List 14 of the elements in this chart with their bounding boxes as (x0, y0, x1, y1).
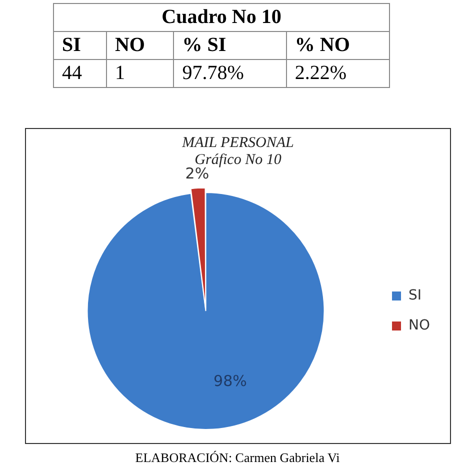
text: % SI (174, 32, 286, 60)
text: % NO (286, 32, 390, 60)
legend-label: NO (408, 318, 430, 334)
text: 97.78% (174, 60, 286, 88)
text: SI (54, 32, 106, 60)
data-label: 98% (214, 372, 247, 390)
text: ELABORACIÓN: Carmen Gabriela Vi (134, 450, 341, 466)
text: Cuadro No 10 (54, 4, 390, 32)
text: NO (106, 32, 174, 60)
text: 1 (106, 60, 174, 88)
legend-label: SI (408, 288, 422, 304)
text: 2.22% (286, 60, 390, 88)
chart-title: MAIL PERSONAL (182, 135, 294, 151)
text: 44 (54, 60, 106, 88)
